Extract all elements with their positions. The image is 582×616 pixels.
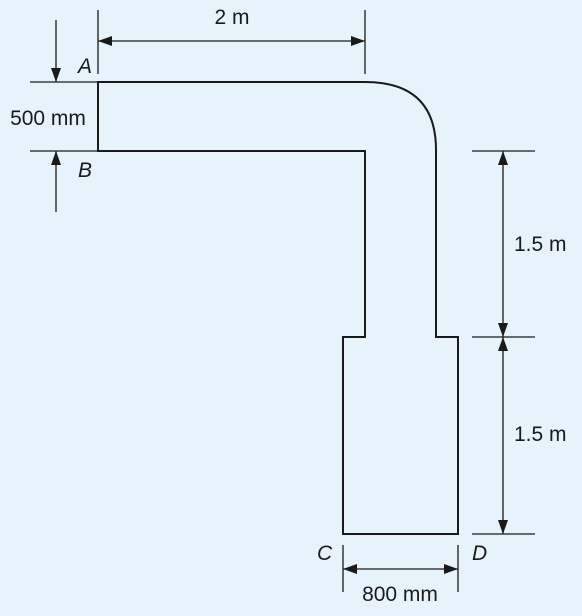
arrow-left-icon <box>98 36 112 46</box>
dimension-pipe-length: 2 m <box>97 6 366 74</box>
arrow-up-icon <box>51 151 61 165</box>
dimension-inlet-width-label: 500 mm <box>10 107 86 130</box>
point-b-label: B <box>78 159 92 182</box>
dimension-outlet-width-label: 800 mm <box>362 583 438 606</box>
arrow-up-icon <box>498 337 508 351</box>
dimension-pipe-length-label: 2 m <box>214 6 249 29</box>
dimension-lower-height: 1.5 m <box>472 337 567 535</box>
dimension-upper-height-label: 1.5 m <box>514 233 567 256</box>
duct-outline <box>97 81 459 535</box>
dimension-lower-height-label: 1.5 m <box>514 423 567 446</box>
dimension-upper-height: 1.5 m <box>472 150 567 338</box>
arrow-down-icon <box>51 68 61 82</box>
point-d-label: D <box>472 542 487 565</box>
arrow-right-icon <box>444 564 458 574</box>
arrow-up-icon <box>498 151 508 165</box>
arrow-left-icon <box>343 564 357 574</box>
point-c-label: C <box>317 542 333 565</box>
dimension-outlet-width: 800 mm <box>342 545 459 606</box>
dimension-inlet-width: 500 mm <box>10 20 98 212</box>
point-a-label: A <box>76 55 92 78</box>
arrow-down-icon <box>498 520 508 534</box>
arrow-right-icon <box>351 36 365 46</box>
arrow-down-icon <box>498 323 508 337</box>
